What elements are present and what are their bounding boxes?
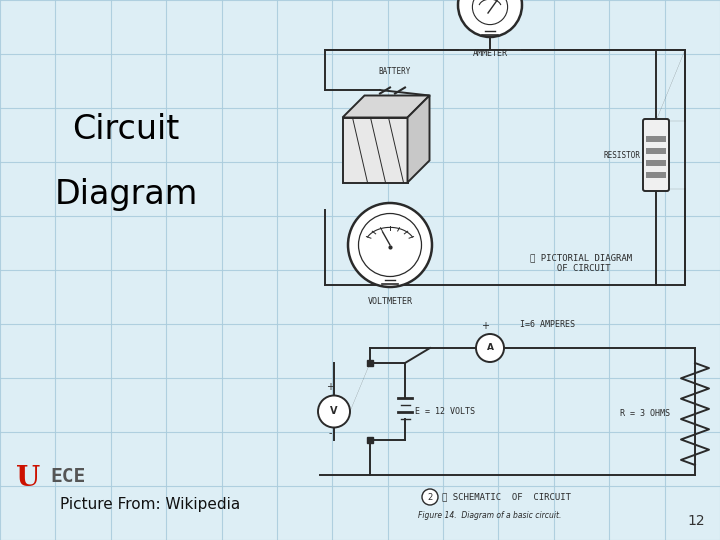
Text: U: U	[16, 464, 40, 491]
Text: +: +	[326, 382, 334, 393]
Circle shape	[472, 0, 508, 25]
Text: ② SCHEMATIC  OF  CIRCUIT: ② SCHEMATIC OF CIRCUIT	[443, 492, 572, 502]
Circle shape	[348, 203, 432, 287]
Circle shape	[458, 0, 522, 37]
Text: I=6 AMPERES: I=6 AMPERES	[520, 320, 575, 329]
Bar	[646, 172, 666, 178]
Text: Picture From: Wikipedia: Picture From: Wikipedia	[60, 497, 240, 512]
Text: A: A	[487, 343, 493, 353]
Text: BATTERY: BATTERY	[379, 66, 411, 76]
Circle shape	[359, 213, 421, 276]
Text: -: -	[328, 429, 332, 438]
Circle shape	[476, 334, 504, 362]
Text: 12: 12	[688, 514, 705, 528]
Polygon shape	[343, 118, 408, 183]
Polygon shape	[408, 96, 430, 183]
Text: ① PICTORIAL DIAGRAM
     OF CIRCUIT: ① PICTORIAL DIAGRAM OF CIRCUIT	[530, 253, 632, 273]
FancyBboxPatch shape	[643, 119, 669, 191]
Text: V: V	[330, 407, 338, 416]
Text: E = 12 VOLTS: E = 12 VOLTS	[415, 407, 475, 416]
Bar	[646, 136, 666, 142]
Text: 2: 2	[428, 492, 433, 502]
Text: RESISTOR: RESISTOR	[603, 151, 640, 159]
Polygon shape	[343, 96, 430, 118]
Text: VOLTMETER: VOLTMETER	[367, 297, 413, 306]
Bar	[646, 160, 666, 166]
Text: Diagram: Diagram	[54, 178, 198, 211]
Text: AMMETER: AMMETER	[472, 49, 508, 58]
Text: R = 3 OHMS: R = 3 OHMS	[620, 409, 670, 418]
Bar	[646, 148, 666, 154]
Text: ECE: ECE	[50, 467, 86, 485]
Text: +: +	[481, 321, 489, 331]
Circle shape	[318, 395, 350, 428]
Text: Figure 14.  Diagram of a basic circuit.: Figure 14. Diagram of a basic circuit.	[418, 511, 562, 521]
Text: Circuit: Circuit	[73, 113, 179, 146]
Circle shape	[422, 489, 438, 505]
